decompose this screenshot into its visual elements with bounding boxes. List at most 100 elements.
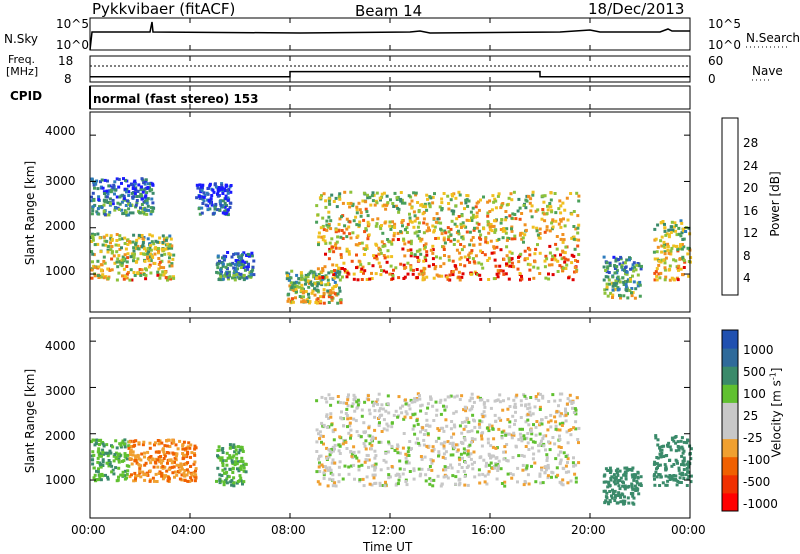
power-cell xyxy=(667,235,671,239)
velocity-cell xyxy=(430,449,434,453)
velocity-cell xyxy=(134,439,138,443)
velocity-cell xyxy=(186,450,190,454)
velocity-cell xyxy=(546,476,550,480)
velocity-cell xyxy=(687,465,691,469)
power-cell xyxy=(336,235,340,239)
power-cell xyxy=(161,241,165,244)
velocity-cell xyxy=(398,451,402,455)
power-cell xyxy=(239,258,243,262)
power-cell xyxy=(431,251,435,255)
power-cell xyxy=(505,203,509,207)
power-cell xyxy=(93,186,96,190)
power-cell xyxy=(210,203,214,207)
power-cell xyxy=(200,206,204,210)
power-cell xyxy=(577,199,581,203)
velocity-cell xyxy=(675,483,679,487)
velocity-cell xyxy=(357,464,361,468)
velocity-cell xyxy=(471,405,474,409)
power-cell xyxy=(91,191,95,195)
power-cell xyxy=(132,249,136,253)
velocity-cell xyxy=(189,465,192,468)
power-cell xyxy=(497,271,501,275)
power-cell xyxy=(137,247,141,251)
power-cell xyxy=(611,296,614,299)
velocity-cell xyxy=(506,407,510,411)
power-cell xyxy=(622,283,626,286)
power-cell xyxy=(492,277,496,281)
velocity-cell xyxy=(422,433,426,436)
power-cell xyxy=(125,260,129,264)
velocity-cell xyxy=(404,402,408,406)
power-cell xyxy=(158,260,162,264)
power-cell xyxy=(109,248,113,252)
velocity-cell xyxy=(134,457,138,461)
power-cell xyxy=(499,206,503,210)
power-cell xyxy=(510,251,514,255)
power-cell xyxy=(101,273,105,277)
power-cell xyxy=(443,254,446,257)
power-cell xyxy=(333,280,337,284)
velocity-cell xyxy=(233,463,237,467)
power-cell xyxy=(321,269,325,273)
velocity-cell xyxy=(427,468,431,471)
power-cell xyxy=(160,259,164,263)
power-cell xyxy=(626,296,630,300)
velocity-cell xyxy=(439,484,443,488)
power-cell xyxy=(304,282,307,286)
velocity-cell xyxy=(618,469,622,473)
power-cell xyxy=(620,265,624,269)
power-cell xyxy=(532,276,536,280)
power-cell xyxy=(455,217,459,221)
power-cell xyxy=(112,254,116,258)
power-cell xyxy=(501,229,505,233)
power-cell xyxy=(115,250,119,254)
vel-ytick-2000: 2000 xyxy=(45,429,76,443)
velocity-cell xyxy=(377,409,381,413)
power-cell xyxy=(498,264,502,268)
power-cell xyxy=(348,205,352,209)
power-cell xyxy=(231,276,234,280)
velocity-cell xyxy=(185,468,189,472)
power-cell xyxy=(131,240,135,244)
power-cell xyxy=(676,248,680,252)
power-cell xyxy=(338,197,342,201)
power-cell xyxy=(659,260,663,264)
power-cell xyxy=(250,254,254,258)
power-cell xyxy=(410,251,414,255)
velocity-cell xyxy=(456,470,460,474)
velocity-cell xyxy=(445,405,448,409)
power-cell xyxy=(413,253,417,257)
power-cell xyxy=(285,277,289,281)
velocity-cell xyxy=(154,450,158,454)
power-cell xyxy=(564,267,568,270)
power-cell xyxy=(460,235,464,239)
power-cell xyxy=(138,272,142,276)
power-cell xyxy=(331,245,335,249)
velocity-cell xyxy=(546,466,550,470)
velocity-cell xyxy=(329,468,333,472)
power-cell xyxy=(396,206,400,210)
velocity-cell xyxy=(454,410,458,414)
velocity-cell xyxy=(123,452,127,456)
power-cell xyxy=(489,223,493,226)
velocity-cell xyxy=(424,412,428,415)
velocity-cell xyxy=(526,407,530,411)
velocity-cell xyxy=(444,450,448,454)
power-cell xyxy=(469,272,473,276)
velocity-cell xyxy=(680,454,684,458)
power-cell xyxy=(362,218,366,222)
power-cell xyxy=(419,252,423,256)
velocity-cell xyxy=(619,500,623,504)
power-cell xyxy=(630,266,634,270)
velocity-cell xyxy=(558,398,562,402)
power-cell xyxy=(332,273,336,276)
power-cell xyxy=(618,280,622,284)
velocity-cell xyxy=(419,430,422,434)
power-cell xyxy=(131,211,135,215)
velocity-cell xyxy=(241,460,245,464)
power-cell xyxy=(443,241,447,245)
power-cell xyxy=(442,245,446,249)
power-cell xyxy=(172,275,175,279)
velocity-cell xyxy=(431,459,435,463)
velocity-cell xyxy=(408,470,412,473)
